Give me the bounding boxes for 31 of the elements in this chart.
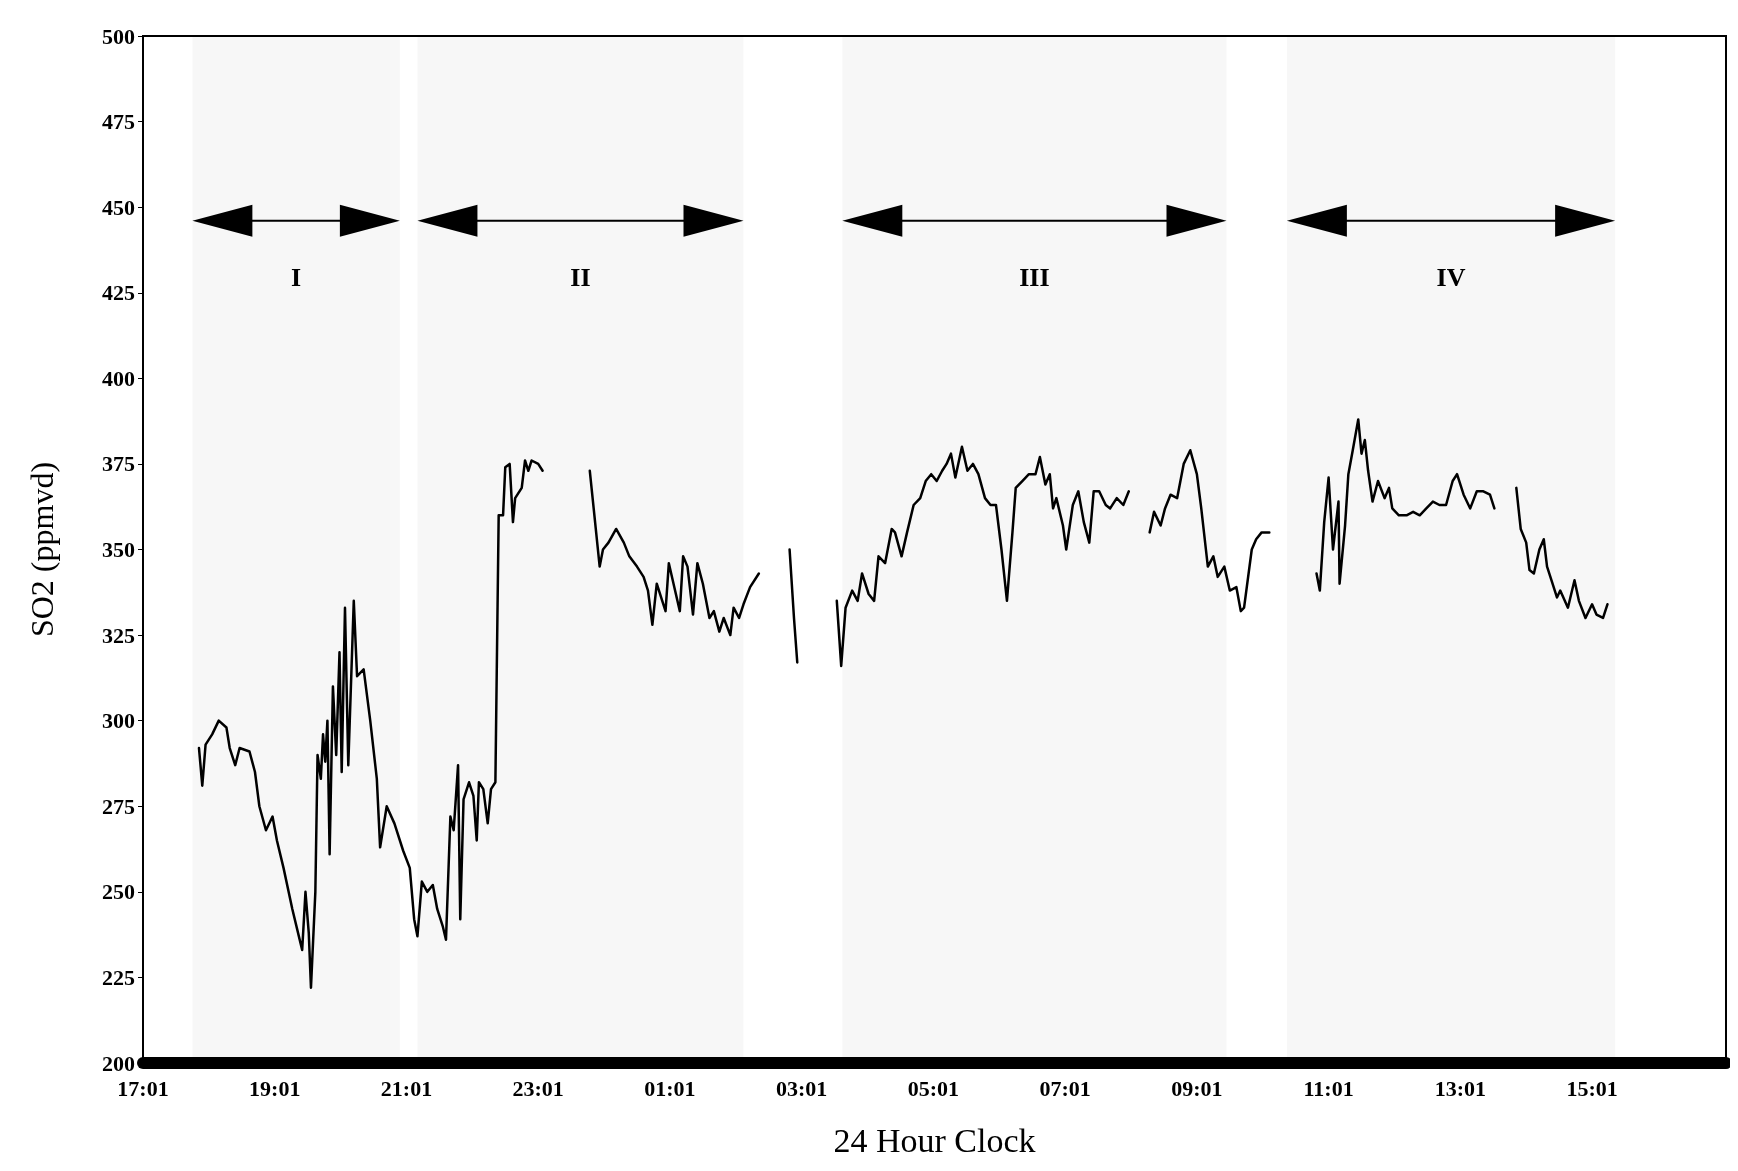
- x-tick-label: 21:01: [380, 1075, 433, 1101]
- x-tick-label: 11:01: [1303, 1075, 1354, 1101]
- x-tick-label: 23:01: [512, 1075, 564, 1101]
- y-tick-label: 225: [102, 964, 135, 990]
- x-tick-label: 09:01: [1171, 1075, 1223, 1101]
- y-tick-label: 375: [102, 451, 135, 477]
- x-tick-label: 01:01: [644, 1075, 696, 1101]
- x-tick-label: 03:01: [776, 1075, 828, 1101]
- y-tick-label: 500: [102, 23, 135, 49]
- x-tick-label: 15:01: [1566, 1075, 1618, 1101]
- y-tick-label: 350: [102, 537, 135, 562]
- y-tick-label: 475: [102, 109, 135, 135]
- y-tick-label: 250: [102, 879, 135, 905]
- y-axis-title: SO2 (ppmvd): [24, 461, 60, 638]
- y-tick-label: 325: [102, 622, 135, 648]
- x-tick-label: 07:01: [1039, 1075, 1091, 1101]
- band-label: IV: [1436, 262, 1466, 292]
- y-tick-label: 200: [102, 1050, 135, 1076]
- x-axis-title: 24 Hour Clock: [833, 1121, 1036, 1159]
- band-label: III: [1019, 262, 1050, 292]
- y-tick-label: 300: [102, 708, 135, 734]
- band-label: II: [570, 262, 591, 292]
- y-tick-label: 275: [102, 793, 135, 819]
- y-tick-label: 400: [102, 365, 135, 391]
- y-tick-label: 450: [102, 194, 135, 220]
- x-tick-label: 19:01: [249, 1075, 301, 1101]
- x-tick-label: 13:01: [1434, 1075, 1486, 1101]
- y-tick-label: 425: [102, 280, 135, 306]
- band-label: I: [291, 262, 302, 292]
- x-tick-label: 17:01: [117, 1075, 169, 1101]
- x-tick-label: 05:01: [907, 1075, 960, 1101]
